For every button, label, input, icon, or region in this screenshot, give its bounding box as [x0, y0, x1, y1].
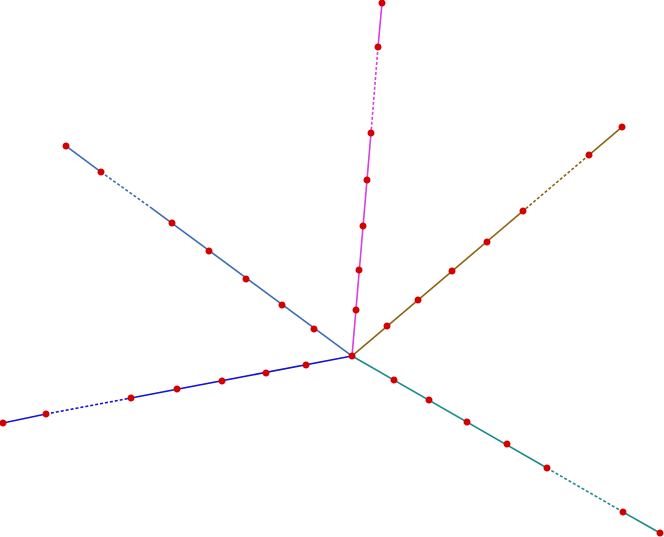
point: [503, 440, 511, 448]
center-point: [348, 352, 356, 360]
point: [168, 219, 176, 227]
point: [425, 396, 433, 404]
segment: [622, 511, 661, 534]
point: [359, 222, 367, 230]
dashed-segment: [546, 467, 624, 513]
point: [173, 385, 181, 393]
point: [278, 301, 286, 309]
point: [367, 129, 375, 137]
segment: [588, 126, 623, 156]
ray-steel-blue: [65, 145, 353, 357]
point: [218, 377, 226, 385]
dashed-segment: [45, 397, 132, 415]
point: [463, 418, 471, 426]
point: [519, 207, 527, 215]
segment: [351, 210, 524, 357]
dashed-segment: [522, 154, 590, 212]
ray-blue: [2, 355, 353, 424]
dashed-segment: [370, 46, 379, 134]
point: [483, 238, 491, 246]
point: [355, 266, 363, 274]
dashed-segment: [100, 171, 151, 208]
point: [390, 376, 398, 384]
point: [656, 529, 664, 537]
point: [205, 247, 213, 255]
point: [42, 410, 50, 418]
point: [383, 322, 391, 330]
point: [374, 43, 382, 51]
point: [363, 176, 371, 184]
point: [0, 419, 7, 427]
point: [378, 0, 386, 7]
point: [302, 361, 310, 369]
segment: [351, 355, 548, 469]
point: [448, 267, 456, 275]
point: [585, 151, 593, 159]
ray-magenta: [351, 2, 383, 357]
point: [414, 296, 422, 304]
point: [62, 142, 70, 150]
point: [352, 306, 360, 314]
segment: [351, 132, 372, 357]
ray-teal: [351, 355, 661, 534]
segment: [130, 355, 353, 399]
point: [619, 508, 627, 516]
segment: [2, 413, 47, 424]
segment: [377, 2, 383, 48]
point: [618, 123, 626, 131]
point: [310, 325, 318, 333]
point: [127, 394, 135, 402]
point: [543, 464, 551, 472]
segment: [65, 145, 102, 173]
segment: [149, 206, 353, 357]
point: [262, 369, 270, 377]
point: [242, 275, 250, 283]
ray-brown: [351, 126, 623, 357]
point: [97, 168, 105, 176]
